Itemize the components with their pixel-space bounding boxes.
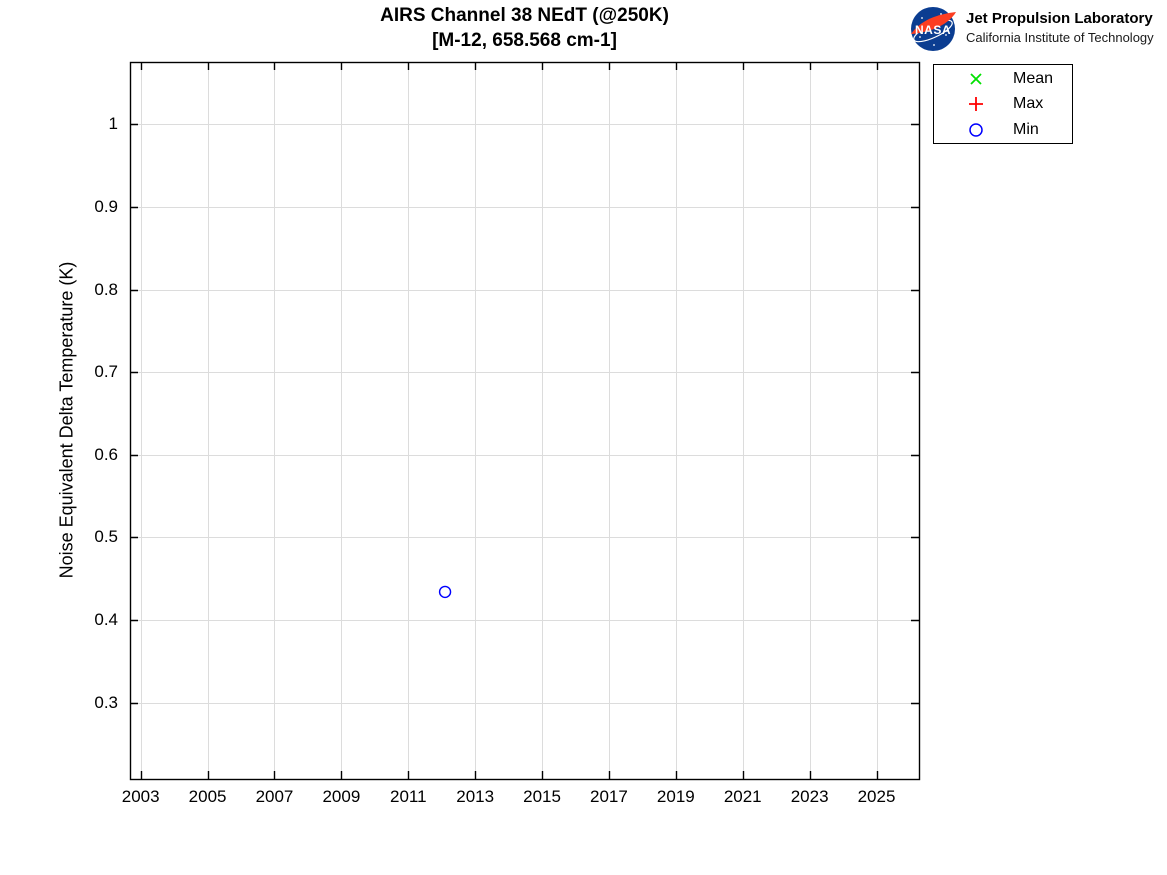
jpl-org-name: Jet Propulsion Laboratory: [966, 10, 1153, 27]
min-circle-marker-icon: [969, 122, 983, 137]
max-plus-marker-icon: [969, 97, 983, 111]
chart-subtitle: [M-12, 658.568 cm-1]: [432, 30, 617, 51]
x-tick-label: 2013: [456, 787, 495, 806]
x-tick-label: 2017: [590, 787, 628, 806]
y-tick-label: 0.5: [94, 527, 118, 547]
x-tick-label: 2021: [723, 787, 762, 806]
mean-x-marker-icon: [970, 72, 982, 85]
chart-title: AIRS Channel 38 NEdT (@250K): [380, 5, 669, 26]
legend-label-min: Min: [1013, 120, 1039, 138]
chart-title-block: AIRS Channel 38 NEdT (@250K) [M-12, 658.…: [130, 3, 919, 53]
y-tick-label: 0.7: [94, 362, 118, 382]
y-tick-label: 0.4: [94, 609, 118, 629]
x-tick-label: 2005: [188, 787, 227, 806]
nasa-logo-text: NASA: [915, 23, 951, 37]
x-tick-label: 2011: [389, 787, 427, 806]
x-tick-label: 2023: [790, 787, 829, 806]
x-tick-label: 2019: [656, 787, 695, 806]
y-tick-label: 0.6: [94, 444, 118, 464]
x-tick-label: 2015: [523, 787, 561, 806]
y-tick-label: 0.8: [94, 279, 118, 299]
y-tick-label: 0.3: [94, 692, 118, 712]
x-tick-label: 2009: [322, 787, 361, 806]
x-tick-label: 2025: [857, 787, 896, 806]
jpl-sub-org-name: California Institute of Technology: [966, 30, 1154, 45]
nasa-meatball-icon: NASA: [911, 7, 956, 51]
y-tick-label: 1: [108, 114, 118, 134]
x-tick-label: 2003: [121, 787, 160, 806]
legend-label-mean: Mean: [1013, 69, 1054, 87]
x-tick-label: 2007: [255, 787, 294, 806]
legend-label-max: Max: [1013, 95, 1044, 112]
legend-row-max: Max: [934, 92, 1072, 116]
legend: Mean Max Min: [933, 64, 1073, 144]
legend-row-min: Min: [934, 118, 1072, 142]
y-tick-label: 0.9: [94, 196, 118, 216]
legend-row-mean: Mean: [934, 67, 1072, 91]
